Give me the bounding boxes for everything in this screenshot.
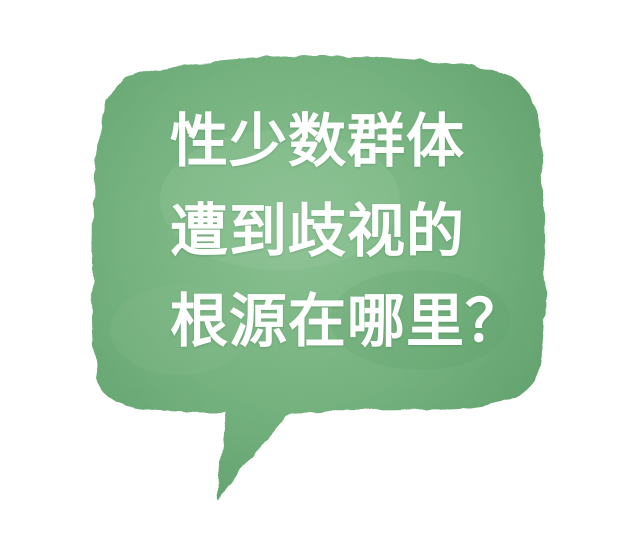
bubble-line-1: 性少数群体 bbox=[170, 107, 466, 175]
bubble-line-2: 遭到歧视的 bbox=[170, 197, 466, 265]
bubble-line-3: 根源在哪里？ bbox=[170, 287, 525, 355]
bubble-text: 性少数群体 遭到歧视的 根源在哪里？ bbox=[170, 96, 525, 366]
